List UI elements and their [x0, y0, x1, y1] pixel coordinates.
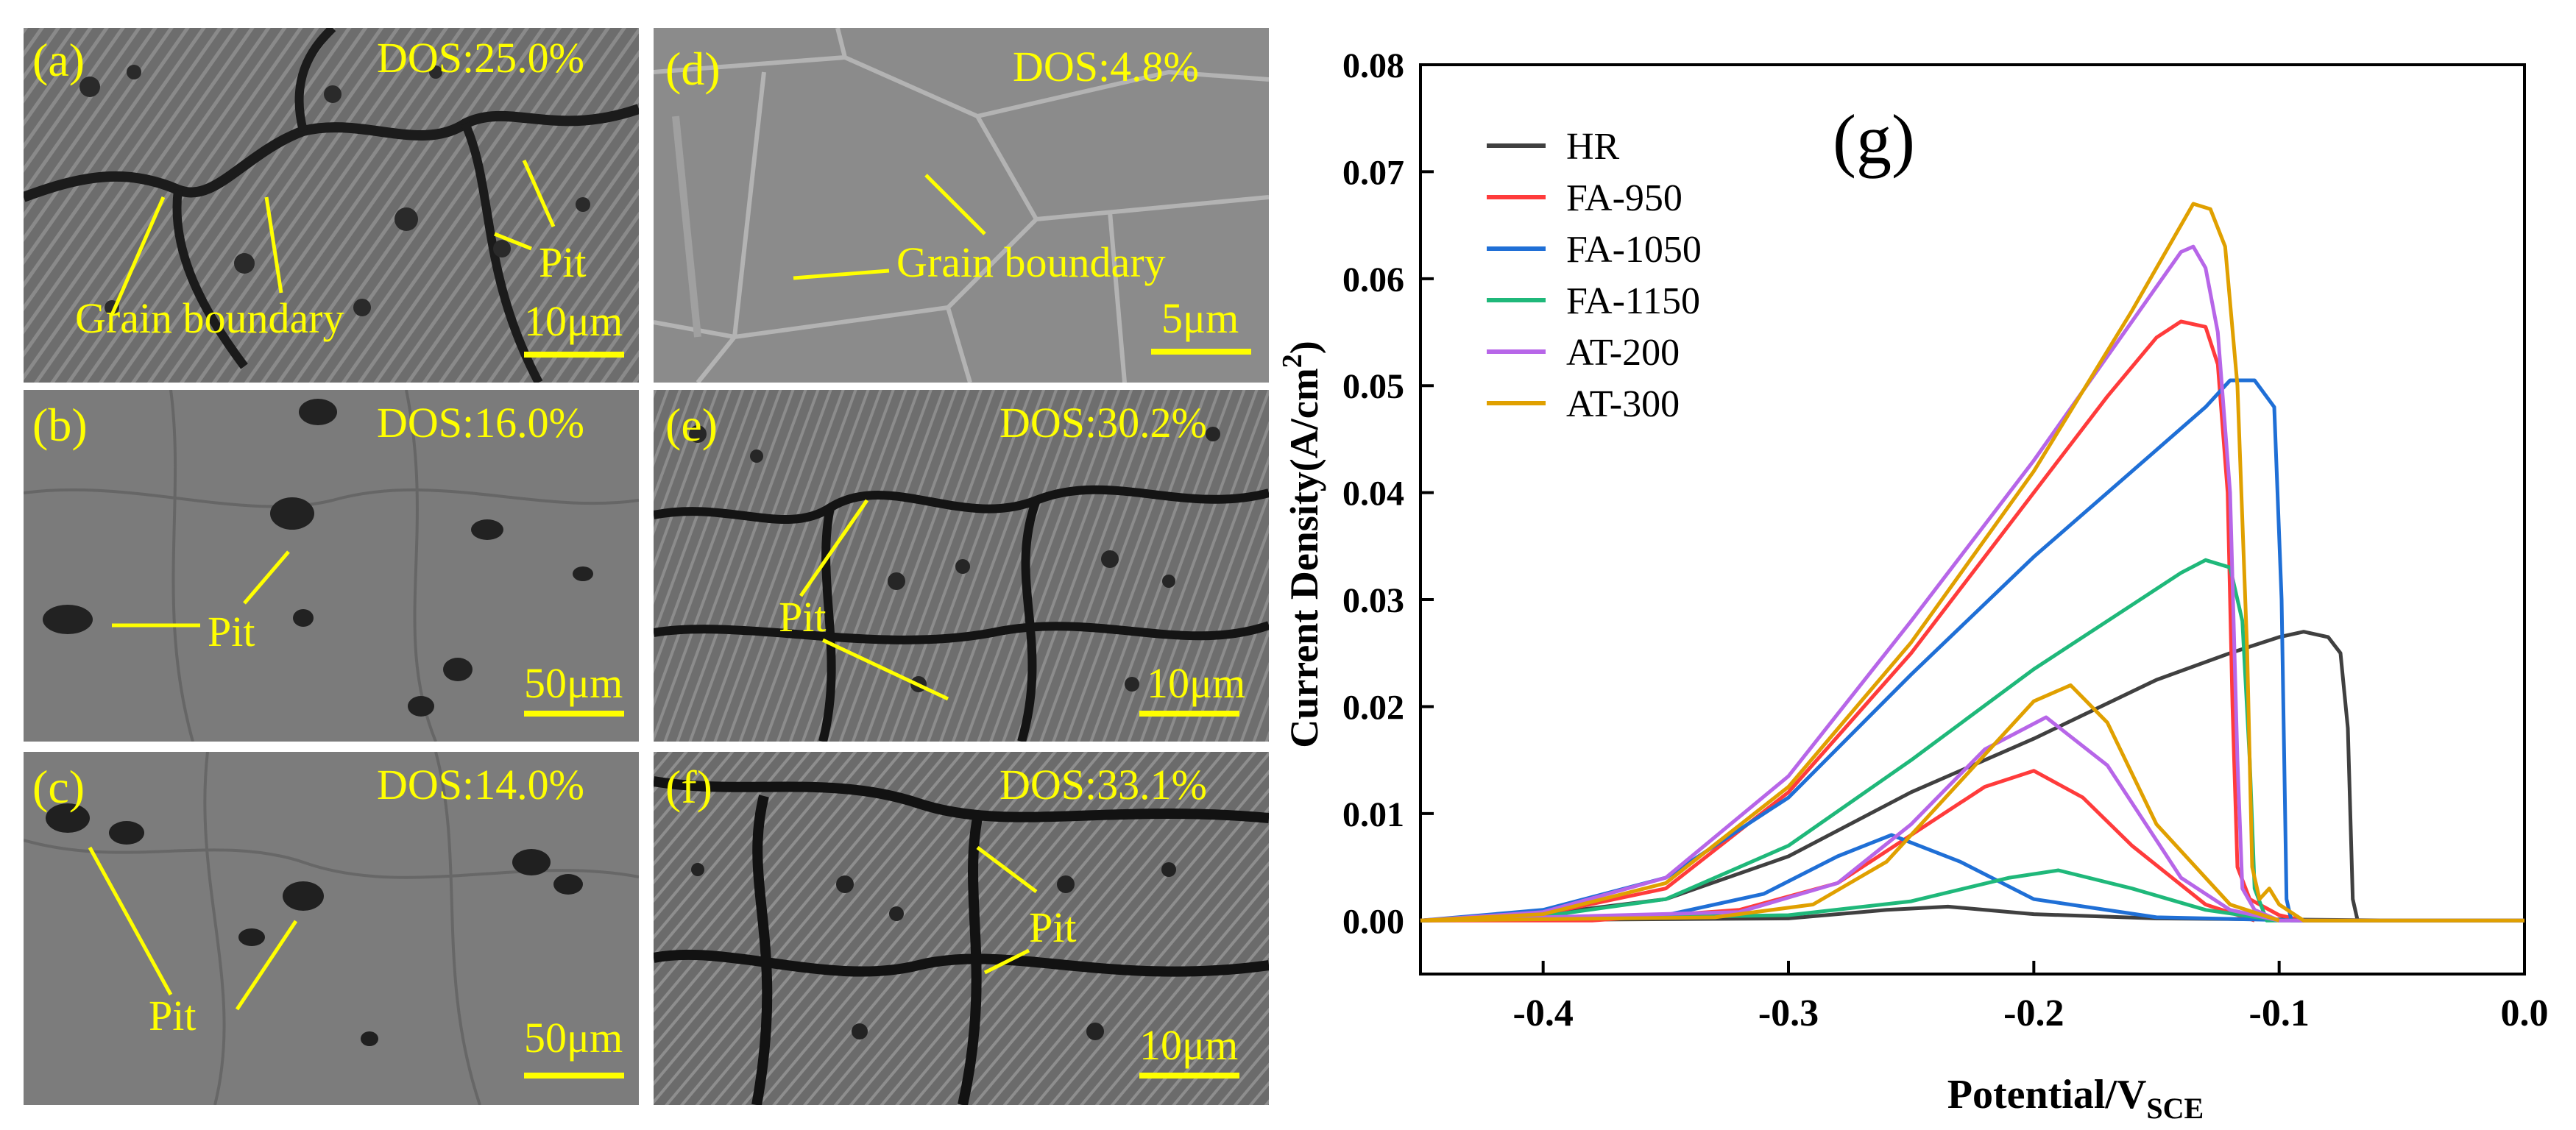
panel-label: (c)	[32, 761, 85, 813]
scale-label: 10μm	[524, 297, 623, 345]
y-tick-label: 0.06	[1342, 260, 1404, 299]
sem-panel-c: (c) DOS:14.0% Pit 50μm	[24, 752, 639, 1105]
legend-label-fa-1150: FA-1150	[1566, 280, 1700, 322]
dos-value: DOS:14.0%	[377, 761, 584, 809]
x-tick-label: -0.3	[1758, 992, 1819, 1034]
series-line-fa-1150-reverse	[1420, 868, 2280, 923]
annotation-arrows	[110, 159, 556, 316]
scale-bar	[1139, 1073, 1239, 1079]
scale-bar	[1139, 711, 1239, 717]
annotation-pit: Pit	[1029, 903, 1077, 951]
dos-value: DOS:30.2%	[999, 399, 1207, 447]
panel-label: (a)	[32, 34, 85, 86]
y-axis-title: Current Density(A/cm2)	[1277, 341, 1326, 747]
series-line-fa-1050-reverse	[1420, 833, 2304, 923]
scale-label: 10μm	[1139, 1021, 1239, 1069]
series-line-hr-forward	[1420, 630, 2524, 923]
sem-panel-e: (e) DOS:30.2% Pit 10μm	[654, 390, 1269, 742]
y-tick-label: 0.05	[1342, 367, 1404, 406]
series-line-at-300-forward	[1420, 202, 2524, 923]
dos-value: DOS:4.8%	[1013, 43, 1199, 90]
x-axis-title-main: Potential/V	[1947, 1072, 2147, 1117]
sem-panel-f: (f) DOS:33.1% Pit 10μm	[654, 752, 1269, 1105]
y-tick-label: 0.04	[1342, 475, 1404, 514]
panel-label: (d)	[665, 43, 721, 95]
series-line-at-200-reverse	[1420, 715, 2280, 923]
y-tick-label: 0.07	[1342, 153, 1404, 192]
y-tick-label: 0.00	[1342, 902, 1404, 941]
dos-value: DOS:33.1%	[999, 761, 1207, 809]
micrograph-texture	[24, 28, 639, 383]
current-density-chart: -0.4 -0.3 -0.2 -0.1 0.0 0.00 0.01 0.02 0.03 0.04 0…	[1277, 46, 2549, 1125]
legend-label-fa-950: FA-950	[1566, 177, 1682, 219]
legend-label-hr: HR	[1566, 126, 1620, 168]
micrograph-texture	[654, 752, 1269, 1105]
dos-value: DOS:25.0%	[377, 34, 584, 82]
scale-bar	[524, 352, 624, 358]
annotation-arrows	[112, 550, 290, 628]
micrograph-texture	[654, 390, 1269, 742]
sem-panel-d: (d) DOS:4.8% Grain boundary 5μm	[654, 28, 1269, 383]
scale-label: 50μm	[524, 659, 623, 707]
annotation-arrows	[88, 846, 298, 1011]
panel-label: (b)	[32, 399, 88, 451]
legend: HR FA-950 FA-1050 FA-1150 AT-200 AT-300	[1487, 126, 1702, 425]
annotation-arrows	[793, 174, 986, 280]
annotation-pit: Pit	[149, 992, 197, 1040]
legend-label-at-200: AT-200	[1566, 332, 1680, 374]
annotation-grain-boundary: Grain boundary	[896, 238, 1166, 286]
dos-value: DOS:16.0%	[377, 399, 584, 447]
scale-label: 5μm	[1161, 294, 1239, 342]
series-line-at-200-forward	[1420, 244, 2524, 923]
y-tick-label: 0.01	[1342, 795, 1404, 834]
annotation-pit: Pit	[539, 238, 587, 286]
scale-bar	[524, 711, 624, 717]
x-axis-title-sub: SCE	[2146, 1092, 2204, 1125]
y-tick-label: 0.08	[1342, 46, 1404, 85]
annotation-grain-boundary: Grain boundary	[75, 294, 344, 342]
micrograph-texture	[24, 752, 639, 1105]
axes: -0.4 -0.3 -0.2 -0.1 0.0 0.00 0.01 0.02 0.03 0.04 0…	[1342, 46, 2549, 1034]
plot-frame	[1419, 63, 2526, 976]
scale-bar	[1151, 349, 1251, 355]
sem-panel-b: (b) DOS:16.0% Pit 50μm	[24, 390, 639, 742]
panel-label: (g)	[1833, 100, 1915, 179]
scale-bar	[524, 1073, 624, 1079]
panel-label: (f)	[665, 761, 712, 813]
series-line-fa-1050-forward	[1420, 378, 2524, 923]
micrograph-texture	[654, 28, 1269, 383]
micrograph-texture	[24, 390, 639, 742]
x-tick-label: -0.4	[1513, 992, 1574, 1034]
annotation-arrows	[976, 846, 1038, 975]
panel-label: (e)	[665, 399, 718, 451]
x-tick-label: 0.0	[2501, 992, 2549, 1034]
annotation-pit: Pit	[779, 593, 827, 641]
annotation-pit: Pit	[208, 608, 255, 655]
y-tick-label: 0.02	[1342, 688, 1404, 727]
series-line-fa-950-reverse	[1420, 769, 2256, 923]
y-tick-label: 0.03	[1342, 581, 1404, 620]
series-line-at-300-reverse	[1420, 683, 2280, 923]
scale-label: 50μm	[524, 1014, 623, 1062]
series-lines	[1420, 202, 2524, 923]
legend-label-at-300: AT-300	[1566, 383, 1680, 425]
y-axis-title-sup: 2	[1277, 354, 1308, 368]
scale-label: 10μm	[1147, 659, 1246, 707]
x-tick-label: -0.1	[2249, 992, 2310, 1034]
x-tick-label: -0.2	[2003, 992, 2064, 1034]
annotation-arrows	[799, 499, 949, 701]
x-axis-title: Potential/VSCE	[1947, 1072, 2204, 1125]
legend-label-fa-1050: FA-1050	[1566, 229, 1702, 271]
y-axis-title-end: )	[1282, 341, 1326, 354]
series-line-fa-950-forward	[1420, 319, 2524, 923]
y-axis-title-main: Current Density(A/cm	[1282, 368, 1326, 747]
sem-panel-a: (a) DOS:25.0% Grain boundary Pit 10μm	[24, 28, 639, 383]
